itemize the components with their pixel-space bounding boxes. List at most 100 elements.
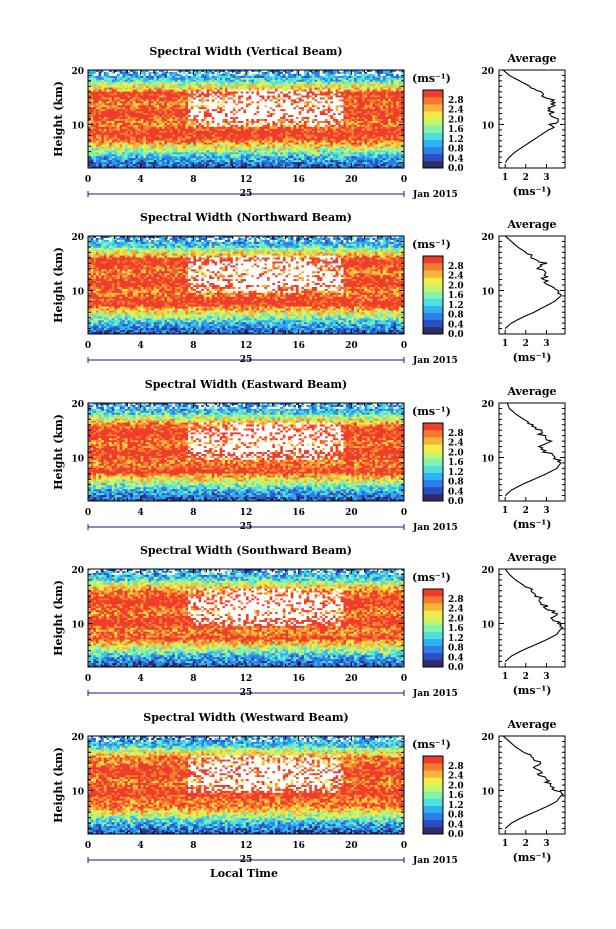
colorbar-swatch	[423, 319, 443, 328]
x-tick-label: 12	[240, 341, 253, 351]
x-tick-label: 0	[401, 841, 407, 851]
date-day: 25	[240, 189, 253, 199]
colorbar-swatch	[423, 305, 443, 314]
panel-2: Spectral Width (Northward Beam)0 4 8 12 16 20…	[52, 211, 566, 366]
date-label: Jan 2015	[412, 689, 458, 699]
colorbar-tick-label: 1.2	[448, 801, 464, 811]
colorbar-swatch	[423, 603, 443, 611]
colorbar-swatch	[423, 638, 443, 647]
colorbar-tick-label: 0.4	[448, 653, 464, 663]
colorbar-tick-label: 0.4	[448, 487, 464, 497]
colorbar-swatch	[423, 479, 443, 488]
colorbar-tick-label: 0.8	[448, 145, 464, 155]
average-x-label: (ms⁻¹)	[513, 351, 552, 364]
colorbar-tick-label: 2.8	[448, 262, 464, 272]
colorbar-tick-label: 1.6	[448, 791, 464, 801]
colorbar-swatch	[423, 798, 443, 806]
y-tick-label: 10	[71, 287, 84, 297]
colorbar-tick-label: 0.0	[448, 164, 464, 174]
average-profile-line	[504, 568, 564, 663]
average-profile-line	[502, 735, 564, 830]
panel-title: Spectral Width (Vertical Beam)	[149, 45, 342, 58]
average-title: Average	[506, 218, 556, 231]
colorbar-swatch	[423, 97, 443, 105]
colorbar-swatch	[423, 617, 443, 625]
colorbar-swatch	[423, 770, 443, 778]
colorbar-swatch	[423, 458, 443, 466]
colorbar-swatch	[423, 812, 443, 821]
date-label: Jan 2015	[412, 356, 458, 366]
x-tick-label: 0	[85, 175, 91, 185]
y-tick-label: 20	[71, 233, 84, 243]
y-tick-label: 10	[71, 787, 84, 797]
colorbar-unit: (ms⁻¹)	[412, 405, 451, 418]
colorbar-tick-label: 2.4	[448, 439, 464, 449]
y-axis-label: Height (km)	[52, 580, 65, 656]
x-tick-label: 20	[345, 674, 358, 684]
colorbar-swatch	[423, 153, 443, 162]
colorbar-swatch	[423, 326, 443, 335]
average-title: Average	[506, 718, 556, 731]
colorbar-swatch	[423, 777, 443, 785]
colorbar-swatch	[423, 826, 443, 835]
x-tick-label: 4	[138, 674, 144, 684]
colorbar-swatch	[423, 451, 443, 459]
colorbar-tick-label: 0.0	[448, 330, 464, 340]
colorbar-swatch	[423, 132, 443, 140]
x-tick-label: 16	[292, 508, 305, 518]
colorbar-swatch	[423, 146, 443, 155]
heatmap-field	[88, 736, 404, 834]
x-tick-label: 8	[190, 674, 196, 684]
colorbar-tick-label: 0.8	[448, 811, 464, 821]
x-tick-label: 8	[190, 175, 196, 185]
colorbar-swatch	[423, 118, 443, 126]
average-frame	[498, 568, 566, 668]
average-x-tick-label: 2	[523, 506, 529, 516]
colorbar-tick-label: 2.0	[448, 115, 464, 125]
x-tick-label: 12	[240, 175, 253, 185]
average-y-tick-label: 20	[481, 733, 494, 743]
colorbar-tick-label: 0.0	[448, 663, 464, 673]
average-y-tick-label: 20	[481, 233, 494, 243]
x-tick-label: 8	[190, 841, 196, 851]
colorbar-swatch	[423, 423, 443, 431]
colorbar-swatch	[423, 624, 443, 632]
y-axis-label: Height (km)	[52, 247, 65, 323]
colorbar-unit: (ms⁻¹)	[412, 738, 451, 751]
average-frame	[498, 402, 566, 502]
panel-1: Spectral Width (Vertical Beam)0 4 8 12 16 20 0…	[52, 45, 566, 200]
colorbar-swatch	[423, 263, 443, 271]
colorbar-swatch	[423, 596, 443, 604]
panel-4: Spectral Width (Southward Beam)0 4 8 12 16 20…	[52, 544, 566, 699]
date-day: 25	[240, 355, 253, 365]
average-x-label: (ms⁻¹)	[513, 518, 552, 531]
average-title: Average	[506, 385, 556, 398]
x-tick-label: 16	[292, 175, 305, 185]
colorbar-swatch	[423, 610, 443, 618]
average-x-tick-label: 3	[543, 672, 549, 682]
panel-title: Spectral Width (Eastward Beam)	[145, 378, 347, 391]
panel-title: Spectral Width (Westward Beam)	[143, 711, 348, 724]
x-tick-label: 20	[345, 341, 358, 351]
average-x-tick-label: 1	[502, 173, 508, 183]
x-tick-label: 0	[401, 175, 407, 185]
average-y-tick-label: 10	[481, 787, 494, 797]
colorbar-swatch	[423, 659, 443, 668]
colorbar-swatch	[423, 493, 443, 502]
y-tick-label: 20	[71, 733, 84, 743]
colorbar-swatch	[423, 270, 443, 278]
panel-3: Spectral Width (Eastward Beam)0 4 8 12 16 20 0…	[52, 378, 566, 533]
x-axis-label: Local Time	[210, 867, 278, 880]
colorbar-swatch	[423, 486, 443, 495]
heatmap-field	[88, 70, 404, 168]
colorbar-swatch	[423, 819, 443, 828]
colorbar-frame	[422, 255, 444, 335]
average-x-label: (ms⁻¹)	[513, 851, 552, 864]
average-y-tick-label: 10	[481, 121, 494, 131]
panel-5: Spectral Width (Westward Beam)0 4 8 12 16 20 0…	[52, 711, 566, 880]
x-tick-label: 4	[138, 841, 144, 851]
colorbar-tick-label: 1.2	[448, 301, 464, 311]
colorbar-swatch	[423, 784, 443, 792]
x-tick-label: 0	[401, 341, 407, 351]
x-tick-label: 0	[85, 341, 91, 351]
